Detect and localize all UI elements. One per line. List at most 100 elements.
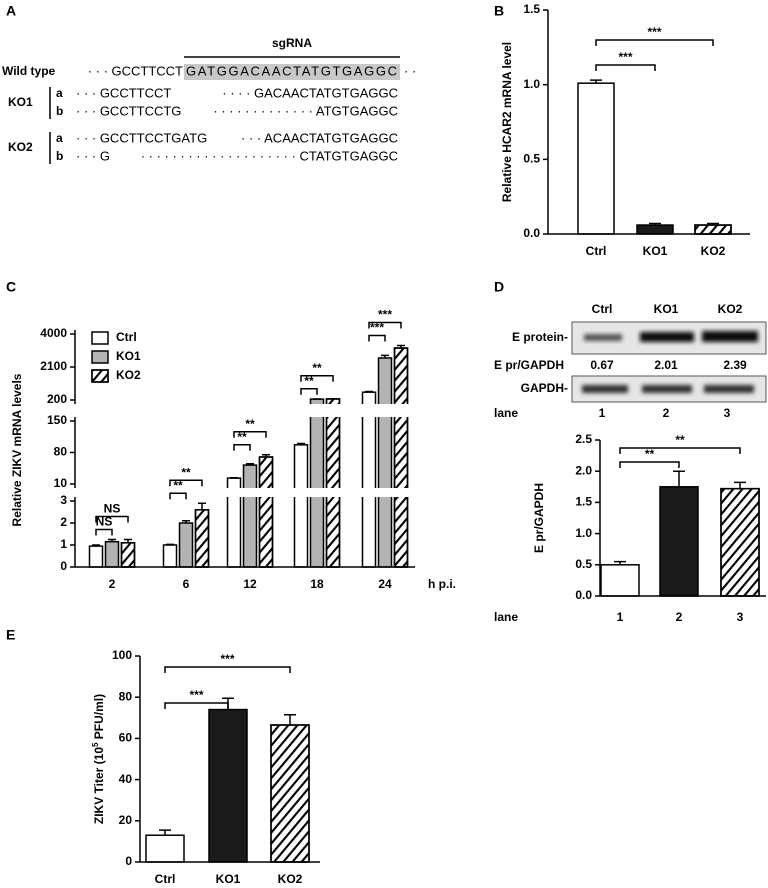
sequence: · · · · · · · · · · · · · · · · · · · · …	[141, 148, 398, 163]
bar	[636, 224, 674, 235]
error-bar	[182, 520, 190, 523]
sequence: · · · GCCTTCCTGATG	[76, 130, 207, 145]
error-bar	[381, 354, 389, 358]
ratio-value: 2.01	[654, 358, 678, 372]
y-tick-label: 4000	[40, 326, 67, 340]
allele-label: a	[56, 86, 63, 100]
y-axis-label: Relative ZIKV mRNA levels	[10, 373, 24, 526]
lane-header: KO2	[718, 302, 743, 316]
x-tick-label: KO1	[643, 244, 668, 258]
x-axis-label: h p.i.	[428, 577, 456, 591]
x-axis-label: lane	[494, 610, 518, 624]
bar	[162, 544, 178, 568]
error-bar	[262, 454, 270, 457]
error-bar	[124, 538, 132, 543]
significance-bracket	[619, 461, 680, 468]
panel-d-blot: D Ctrl KO1 KO2 E protein- E pr/GAPDH 0.6…	[494, 279, 767, 420]
blot-label: E protein-	[512, 330, 568, 344]
error-bar	[590, 79, 602, 84]
bar	[293, 444, 309, 568]
y-tick-label: 0	[60, 559, 67, 573]
y-tick-label: 0.5	[575, 557, 592, 571]
bar-hatch	[325, 398, 341, 568]
allele-label: a	[56, 131, 63, 145]
y-tick-label: 150	[47, 413, 67, 427]
y-tick-label: 1	[60, 537, 67, 551]
significance-label: **	[675, 433, 685, 447]
significance-bracket	[164, 666, 291, 673]
significance-bracket	[595, 64, 656, 71]
error-bar	[397, 344, 405, 349]
sequence: · · · GCCTTCCTG	[76, 103, 181, 118]
significance-bracket	[95, 515, 129, 523]
x-tick-label: 12	[243, 577, 257, 591]
significance-label: **	[245, 417, 255, 431]
x-tick-label: 2	[109, 577, 116, 591]
y-tick-label: 1.0	[575, 526, 592, 540]
bar	[208, 708, 248, 863]
y-tick-label: 10	[54, 476, 68, 490]
error-bar	[649, 222, 661, 226]
y-tick-label: 0.0	[575, 588, 592, 602]
y-tick-label: 2	[60, 515, 67, 529]
blot-band	[640, 332, 694, 342]
y-axis-label-part: PFU/ml)	[92, 694, 106, 743]
significance-bracket	[300, 388, 318, 395]
error-bar	[614, 560, 626, 565]
x-tick-label: KO2	[278, 872, 303, 886]
bar	[91, 350, 109, 364]
lane-label: lane	[494, 406, 518, 420]
panel-label: C	[6, 279, 16, 295]
blot-band	[704, 385, 754, 393]
y-tick-label: 20	[119, 813, 133, 827]
bar	[178, 522, 194, 568]
y-tick-label: 80	[119, 689, 133, 703]
y-tick-label: 0.0	[523, 226, 540, 240]
sgrna-label: sgRNA	[272, 36, 312, 50]
significance-bracket	[595, 39, 714, 46]
significance-bracket	[164, 702, 229, 709]
lane-number: 2	[663, 406, 670, 420]
error-bar	[673, 470, 685, 487]
significance-label: **	[173, 478, 183, 492]
y-tick-label: 0	[125, 854, 132, 868]
error-bar	[108, 538, 116, 542]
significance-bracket	[169, 492, 187, 500]
row-label: Wild type	[2, 64, 56, 78]
blot-band	[642, 385, 692, 393]
x-tick-label: 6	[183, 577, 190, 591]
lane-header: Ctrl	[592, 302, 613, 316]
bar	[242, 464, 258, 568]
group-label: KO1	[8, 95, 33, 109]
bar-hatch	[270, 724, 310, 863]
bar	[309, 398, 325, 568]
bar-hatch	[258, 456, 274, 568]
allele-label: b	[56, 104, 63, 118]
sgrna-highlight	[184, 64, 400, 80]
significance-label: **	[312, 361, 322, 375]
significance-label: **	[645, 447, 655, 461]
x-tick-label: Ctrl	[155, 872, 176, 886]
y-tick-label: 2.5	[575, 432, 592, 446]
significance-label: ***	[370, 321, 384, 335]
error-bar	[159, 829, 171, 836]
significance-bracket	[169, 479, 203, 487]
x-tick-label: KO1	[216, 872, 241, 886]
y-tick-label: 100	[112, 648, 132, 662]
y-tick-label: 1.5	[523, 2, 540, 16]
y-axis-label-part: 5	[91, 742, 100, 747]
y-tick-label: 2.0	[575, 463, 592, 477]
significance-label: ***	[189, 688, 203, 702]
y-tick-label: 1.0	[523, 77, 540, 91]
legend-label: KO2	[116, 368, 141, 382]
x-tick-label: 24	[378, 577, 392, 591]
y-axis-label: Relative HCAR2 mRNA level	[500, 42, 514, 202]
error-bar	[246, 463, 254, 466]
group-label: KO2	[8, 140, 33, 154]
sequence: · · · ACAACTATGTGAGGC	[241, 130, 398, 145]
x-tick-label: 2	[676, 610, 683, 624]
error-bar	[166, 543, 174, 546]
y-tick-label: 3	[60, 493, 67, 507]
bar	[600, 564, 640, 597]
x-tick-label: 18	[310, 577, 324, 591]
